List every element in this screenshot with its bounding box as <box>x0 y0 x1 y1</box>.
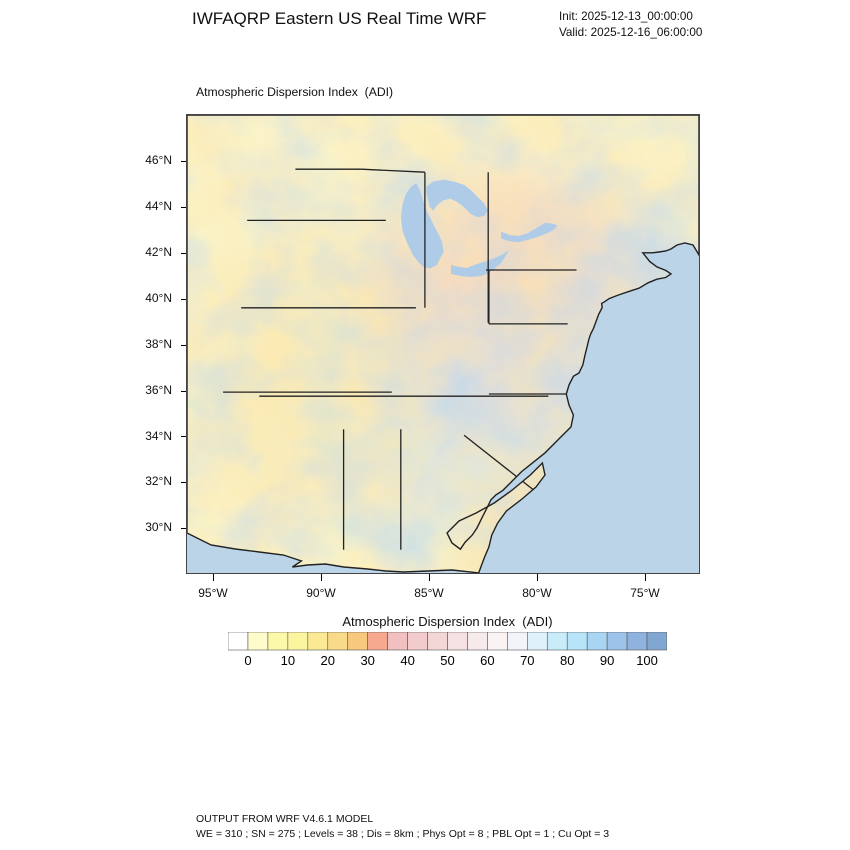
svg-text:100: 100 <box>636 653 658 668</box>
svg-text:70: 70 <box>520 653 534 668</box>
svg-text:90: 90 <box>600 653 614 668</box>
svg-text:20: 20 <box>321 653 335 668</box>
svg-text:60: 60 <box>480 653 494 668</box>
svg-text:50: 50 <box>440 653 454 668</box>
svg-text:10: 10 <box>281 653 295 668</box>
svg-text:30: 30 <box>360 653 374 668</box>
svg-text:0: 0 <box>244 653 251 668</box>
svg-text:80: 80 <box>560 653 574 668</box>
svg-text:40: 40 <box>400 653 414 668</box>
